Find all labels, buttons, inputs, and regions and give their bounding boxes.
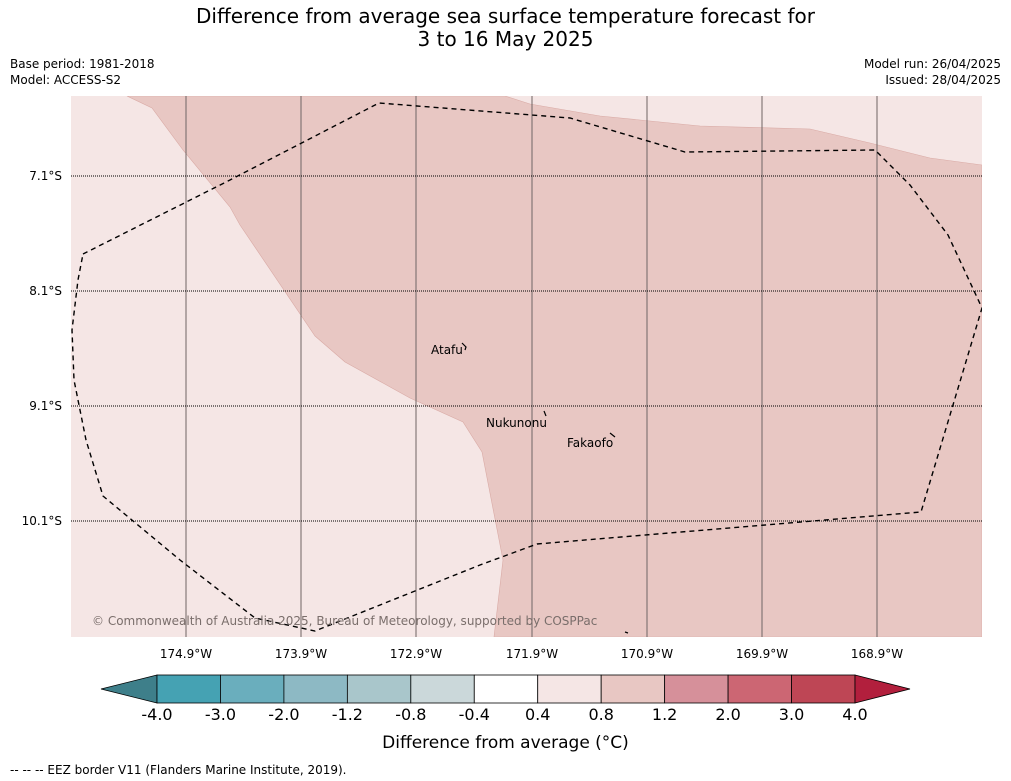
eez-border [71, 102, 982, 632]
lon-label-170-9: 170.9°W [620, 647, 674, 661]
colorbar-cell [156, 674, 221, 704]
nukunonu-island-marker [543, 410, 547, 417]
colorbar-tick-label: 2.0 [715, 705, 741, 724]
lat-label-10-1: 10.1°S [21, 514, 62, 528]
map-title: Difference from average sea surface temp… [195, 4, 815, 51]
place-label-nukunonu: Nukunonu [486, 416, 547, 430]
colorbar-tick-label: 0.4 [524, 705, 551, 724]
colorbar-tick-label: 1.2 [651, 705, 678, 724]
meta-right: Model run: 26/04/2025 Issued: 28/04/2025 [864, 56, 1001, 88]
eez-footnote: -- -- -- EEZ border V11 (Flanders Marine… [10, 763, 347, 777]
lon-label-174-9: 174.9°W [159, 647, 213, 661]
colorbar-tick-label: -4.0 [141, 705, 173, 724]
small-island-marker [624, 631, 629, 634]
model-run: Model run: 26/04/2025 [863, 57, 1001, 71]
lat-label-9-1: 9.1°S [29, 399, 62, 413]
model-name: Model: ACCESS-S2 [10, 73, 122, 87]
colorbar-label: Difference from average (°C) [382, 733, 629, 753]
meta-left: Base period: 1981-2018 Model: ACCESS-S2 [10, 56, 155, 88]
base-period: Base period: 1981-2018 [10, 57, 155, 71]
colorbar-cell [791, 674, 856, 704]
colorbar-cell [283, 674, 348, 704]
colorbar-cell [664, 674, 729, 704]
atafu-island-marker [461, 342, 467, 351]
lon-label-168-9: 168.9°W [850, 647, 904, 661]
lat-label-8-1: 8.1°S [29, 284, 62, 298]
colorbar-cell [473, 674, 539, 704]
colorbar-tick-label: -2.0 [268, 705, 300, 724]
colorbar-tick-label: -0.8 [395, 705, 427, 724]
place-label-fakaofo: Fakaofo [567, 436, 614, 450]
lon-label-173-9: 173.9°W [274, 647, 328, 661]
lon-label-169-9: 169.9°W [735, 647, 789, 661]
place-label-atafu: Atafu [431, 343, 463, 357]
colorbar-tick-label: 4.0 [842, 705, 868, 724]
colorbar-tick-label: 3.0 [778, 705, 805, 724]
colorbar-tick-label: -1.2 [331, 705, 363, 724]
colorbar-cell [220, 674, 285, 704]
anomaly-region-warm [126, 96, 982, 637]
colorbar-extend-low [100, 674, 158, 704]
longitude-gridlines [185, 96, 878, 637]
colorbar-cell [727, 674, 792, 704]
colorbar-cells [100, 674, 911, 704]
colorbar-tick-label: -0.4 [458, 705, 490, 724]
colorbar-cell [346, 674, 412, 704]
colorbar-cell [600, 674, 666, 704]
colorbar-tick-label: -3.0 [204, 705, 237, 724]
colorbar-cell [410, 674, 475, 704]
colorbar-tick-label: 0.8 [588, 705, 614, 724]
copyright-notice: © Commonwealth of Australia 2025, Bureau… [92, 614, 598, 628]
fakaofo-island-marker [609, 432, 616, 438]
lon-label-171-9: 171.9°W [505, 647, 559, 661]
lat-label-7-1: 7.1°S [29, 169, 62, 183]
lon-label-172-9: 172.9°W [389, 647, 443, 661]
colorbar-cell [537, 674, 602, 704]
issued-date: Issued: 28/04/2025 [885, 73, 1001, 87]
colorbar-extend-high [854, 674, 911, 704]
